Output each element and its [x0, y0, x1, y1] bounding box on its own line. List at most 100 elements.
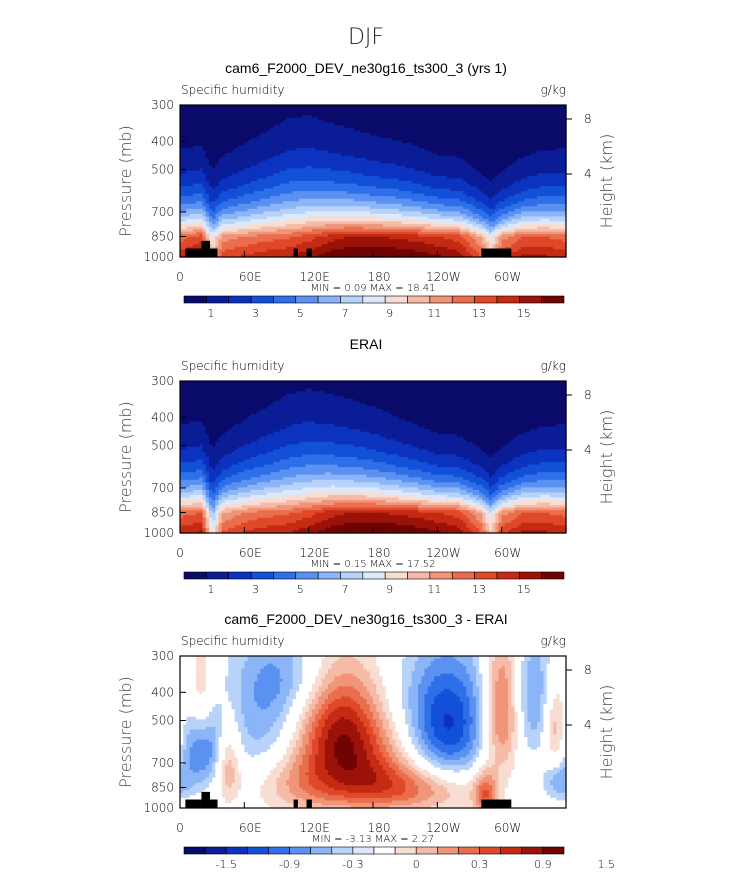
heatmap-cell: [369, 120, 374, 124]
heatmap-cell: [379, 130, 384, 134]
heatmap-cell: [389, 122, 393, 126]
heatmap-cell: [553, 148, 557, 152]
heatmap-cell: [324, 130, 329, 134]
heatmap-cell: [331, 125, 335, 129]
heatmap-cell: [472, 112, 477, 116]
heatmap-cell: [315, 132, 319, 136]
heatmap-cell: [463, 140, 467, 144]
heatmap-cell: [327, 132, 332, 136]
heatmap-cell: [205, 150, 210, 154]
heatmap-cell: [382, 127, 387, 131]
heatmap-cell: [321, 112, 326, 116]
heatmap-cell: [273, 122, 278, 126]
heatmap-cell: [504, 148, 509, 152]
heatmap-cell: [456, 137, 461, 142]
heatmap-cell: [485, 122, 490, 126]
heatmap-cell: [369, 132, 374, 136]
heatmap-cell: [549, 117, 554, 121]
heatmap-cell: [241, 132, 245, 136]
heatmap-cell: [411, 105, 416, 109]
heatmap-cell: [389, 115, 393, 119]
heatmap-cell: [202, 117, 207, 121]
heatmap-cell: [514, 130, 519, 134]
heatmap-cell: [533, 132, 538, 136]
heatmap-cell: [504, 137, 509, 142]
heatmap-cell: [263, 130, 268, 134]
heatmap-cell: [492, 132, 496, 136]
heatmap-cell: [212, 130, 216, 134]
heatmap-cell: [395, 112, 400, 116]
heatmap-cell: [411, 143, 416, 147]
heatmap-cell: [199, 145, 204, 149]
heatmap-cell: [360, 110, 364, 114]
heatmap-cell: [337, 122, 342, 126]
heatmap-cell: [479, 140, 483, 144]
heatmap-cell: [520, 120, 525, 124]
heatmap-cell: [292, 135, 297, 139]
heatmap-cell: [363, 145, 368, 149]
heatmap-cell: [363, 105, 368, 109]
heatmap-cell: [308, 150, 313, 154]
heatmap-cell: [225, 117, 229, 121]
heatmap-cell: [186, 107, 191, 111]
heatmap-cell: [440, 117, 445, 121]
heatmap-cell: [356, 145, 361, 149]
heatmap-cell: [424, 107, 429, 111]
heatmap-cell: [302, 132, 307, 136]
heatmap-cell: [221, 137, 226, 142]
heatmap-cell: [530, 137, 535, 142]
heatmap-cell: [453, 120, 458, 124]
heatmap-cell: [379, 140, 384, 144]
heatmap-cell: [440, 132, 445, 136]
heatmap-cell: [463, 107, 467, 111]
heatmap-cell: [418, 143, 422, 147]
heatmap-cell: [221, 125, 226, 129]
heatmap-cell: [334, 140, 339, 144]
heatmap-cell: [208, 107, 213, 111]
heatmap-cell: [295, 115, 300, 119]
heatmap-cell: [363, 112, 368, 116]
heatmap-cell: [427, 122, 432, 126]
heatmap-cell: [456, 135, 461, 139]
heatmap-cell: [360, 125, 364, 129]
heatmap-cell: [469, 110, 474, 114]
heatmap-cell: [318, 110, 323, 114]
heatmap-cell: [311, 150, 316, 154]
heatmap-cell: [556, 107, 561, 111]
heatmap-cell: [408, 140, 413, 144]
heatmap-cell: [334, 110, 339, 114]
heatmap-cell: [459, 115, 464, 119]
heatmap-cell: [315, 105, 319, 109]
heatmap-cell: [344, 150, 348, 154]
heatmap-cell: [540, 137, 545, 142]
heatmap-cell: [327, 145, 332, 149]
heatmap-cell: [508, 107, 512, 111]
heatmap-cell: [527, 148, 532, 152]
heatmap-cell: [475, 122, 480, 126]
heatmap-cell: [221, 110, 226, 114]
heatmap-cell: [356, 127, 361, 131]
heatmap-cell: [430, 137, 435, 142]
heatmap-cell: [411, 140, 416, 144]
heatmap-cell: [559, 122, 564, 126]
heatmap-cell: [401, 143, 406, 147]
heatmap-cell: [559, 105, 564, 109]
heatmap-cell: [488, 132, 493, 136]
heatmap-cell: [350, 122, 355, 126]
heatmap-cell: [186, 122, 191, 126]
heatmap-cell: [199, 105, 204, 109]
heatmap-cell: [501, 135, 506, 139]
heatmap-cell: [286, 125, 290, 129]
heatmap-cell: [524, 112, 528, 116]
heatmap-cell: [553, 137, 557, 142]
heatmap-cell: [553, 135, 557, 139]
heatmap-cell: [392, 148, 397, 152]
heatmap-cell: [501, 117, 506, 121]
heatmap-cell: [456, 132, 461, 136]
heatmap-cell: [321, 143, 326, 147]
heatmap-cell: [540, 127, 545, 131]
heatmap-cell: [337, 125, 342, 129]
heatmap-cell: [315, 150, 319, 154]
heatmap-cell: [356, 137, 361, 142]
heatmap-cell: [492, 117, 496, 121]
